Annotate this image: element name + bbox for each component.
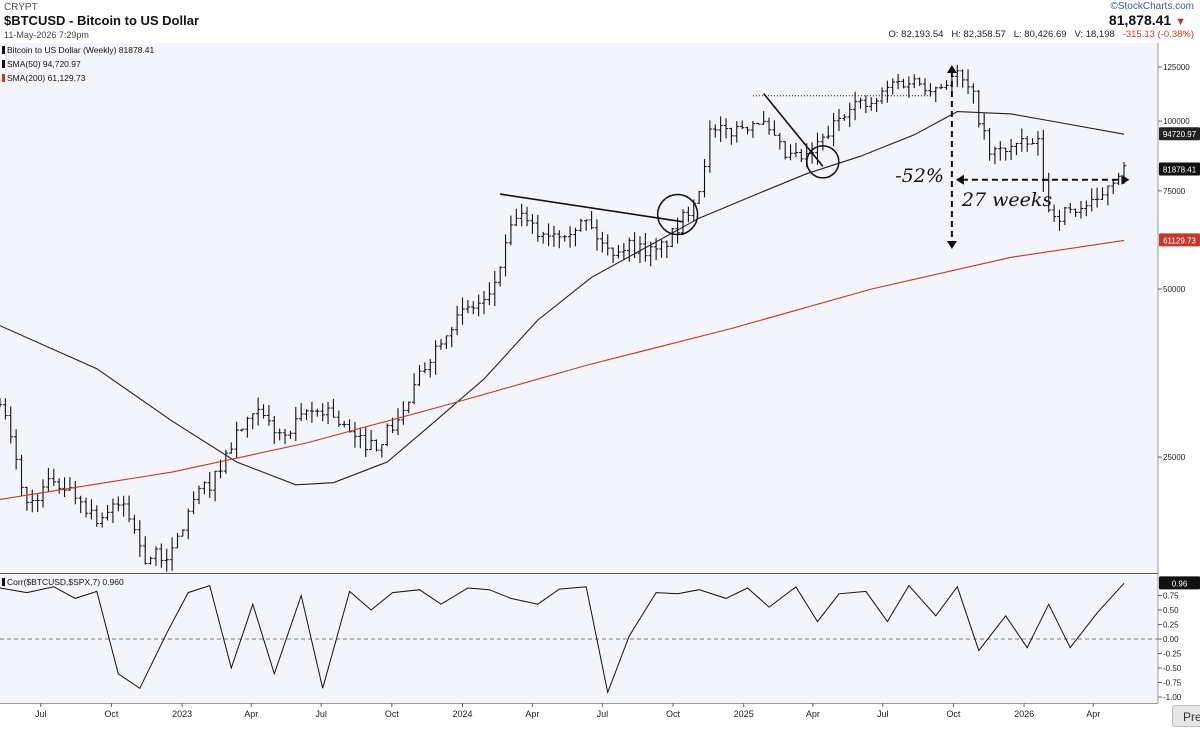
legend-sma50-text: SMA(50) 94,720.97 <box>7 59 81 69</box>
corr-tick-label: 0.25 <box>1163 621 1179 630</box>
corr-tick-label: -1.00 <box>1163 693 1182 702</box>
drawdown-arrow-down-head <box>946 240 957 249</box>
y-tick-label: 75000 <box>1163 187 1186 196</box>
ohlc-readout: O: 82,193.54 H: 82,358.57 L: 80,426.69 V… <box>889 29 1194 40</box>
x-tick-label: Apr <box>244 709 258 719</box>
price-panel[interactable] <box>0 43 1158 573</box>
x-tick-label: 2026 <box>1014 709 1034 719</box>
low-value: L: 80,426.69 <box>1013 29 1067 40</box>
breakout-circle-2 <box>806 145 840 179</box>
drawdown-arrow-up-head <box>946 65 957 74</box>
legend-corr-text: Corr($BTCUSD,$SPX,7) 0.960 <box>7 577 124 587</box>
legend-sma200: SMA(200) 61,129.73 <box>2 73 85 83</box>
badge-last-price-bg <box>1159 162 1200 176</box>
duration-arrow-left-head <box>955 174 964 185</box>
x-tick-label: Apr <box>525 709 539 719</box>
last-price-value: 81,878.41 <box>1108 12 1172 28</box>
last-price: 81,878.41 ▼ <box>1109 12 1186 28</box>
corr-tick-label: -0.25 <box>1163 650 1182 659</box>
x-tick-label: Jul <box>315 709 327 719</box>
legend-swatch-sma200 <box>2 74 5 82</box>
open-value: O: 82,193.54 <box>888 29 944 40</box>
corr-tick-label: -0.75 <box>1163 679 1182 688</box>
legend-price-text: Bitcoin to US Dollar (Weekly) 81878.41 <box>7 45 155 55</box>
x-tick-label: Oct <box>666 709 681 719</box>
brand-logo[interactable]: ©StockCharts.com <box>1110 1 1194 12</box>
x-tick-label: Jul <box>35 709 47 719</box>
sma50-line <box>0 111 1125 486</box>
x-tick-label: Oct <box>385 709 400 719</box>
exchange-label: CRYPT <box>4 2 38 13</box>
pre-button[interactable]: Pre <box>1172 705 1200 727</box>
chart-date: 11-May-2026 7:29pm <box>4 30 89 40</box>
y-tick-label: 125000 <box>1163 63 1190 72</box>
corr-tick-label: -0.50 <box>1163 664 1182 673</box>
sma200-line <box>0 239 1125 500</box>
x-tick-label: 2024 <box>452 709 472 719</box>
x-tick-label: 2025 <box>734 709 754 719</box>
volume-value: V: 18,198 <box>1074 29 1115 40</box>
legend-sma200-text: SMA(200) 61,129.73 <box>7 73 86 83</box>
x-tick-label: Jul <box>877 709 889 719</box>
legend-swatch-price <box>2 46 5 54</box>
legend-swatch-corr <box>2 578 5 586</box>
high-value: H: 82,358.57 <box>951 29 1006 40</box>
resistance-trendline <box>500 193 684 223</box>
corr-tick-label: 0.75 <box>1163 592 1179 601</box>
corr-line <box>0 582 1125 695</box>
y-tick-label: 25000 <box>1163 453 1186 462</box>
drawdown-label: -52% <box>895 165 944 187</box>
x-tick-label: Apr <box>1086 709 1100 719</box>
badge-sma50-bg <box>1159 127 1200 141</box>
x-tick-label: Oct <box>104 709 119 719</box>
downtrend-line <box>763 93 824 167</box>
corr-tick-label: 0.00 <box>1163 635 1179 644</box>
y-tick-label: 100000 <box>1163 117 1190 126</box>
duration-label: 27 weeks <box>961 189 1052 211</box>
badge-corr: 0.96 <box>1172 579 1188 588</box>
y-tick-label: 50000 <box>1163 285 1186 294</box>
x-tick-label: Jul <box>597 709 609 719</box>
corr-tick-label: 0.50 <box>1163 606 1179 615</box>
badge-sma200: 61129.73 <box>1163 236 1196 245</box>
breakout-circle-1 <box>656 193 699 236</box>
x-tick-label: 2023 <box>172 709 192 719</box>
change-value: -315.13 (-0.38%) <box>1122 29 1194 40</box>
legend-corr: Corr($BTCUSD,$SPX,7) 0.960 <box>2 577 124 587</box>
legend-swatch-sma50 <box>2 60 5 68</box>
down-arrow-icon: ▼ <box>1175 16 1186 28</box>
x-tick-label: Oct <box>946 709 961 719</box>
legend-price: Bitcoin to US Dollar (Weekly) 81878.41 <box>2 45 154 55</box>
legend-sma50: SMA(50) 94,720.97 <box>2 59 81 69</box>
chart-title: $BTCUSD - Bitcoin to US Dollar <box>4 13 200 28</box>
chart-header: CRYPT $BTCUSD - Bitcoin to US Dollar 11-… <box>0 0 1200 42</box>
badge-sma200-bg <box>1159 233 1200 247</box>
duration-arrow-right-head <box>1121 174 1130 185</box>
badge-last-price: 81878.41 <box>1163 166 1197 175</box>
badge-corr-bg <box>1159 576 1200 590</box>
x-tick-label: Apr <box>806 709 820 719</box>
badge-sma50: 94720.97 <box>1163 130 1197 139</box>
